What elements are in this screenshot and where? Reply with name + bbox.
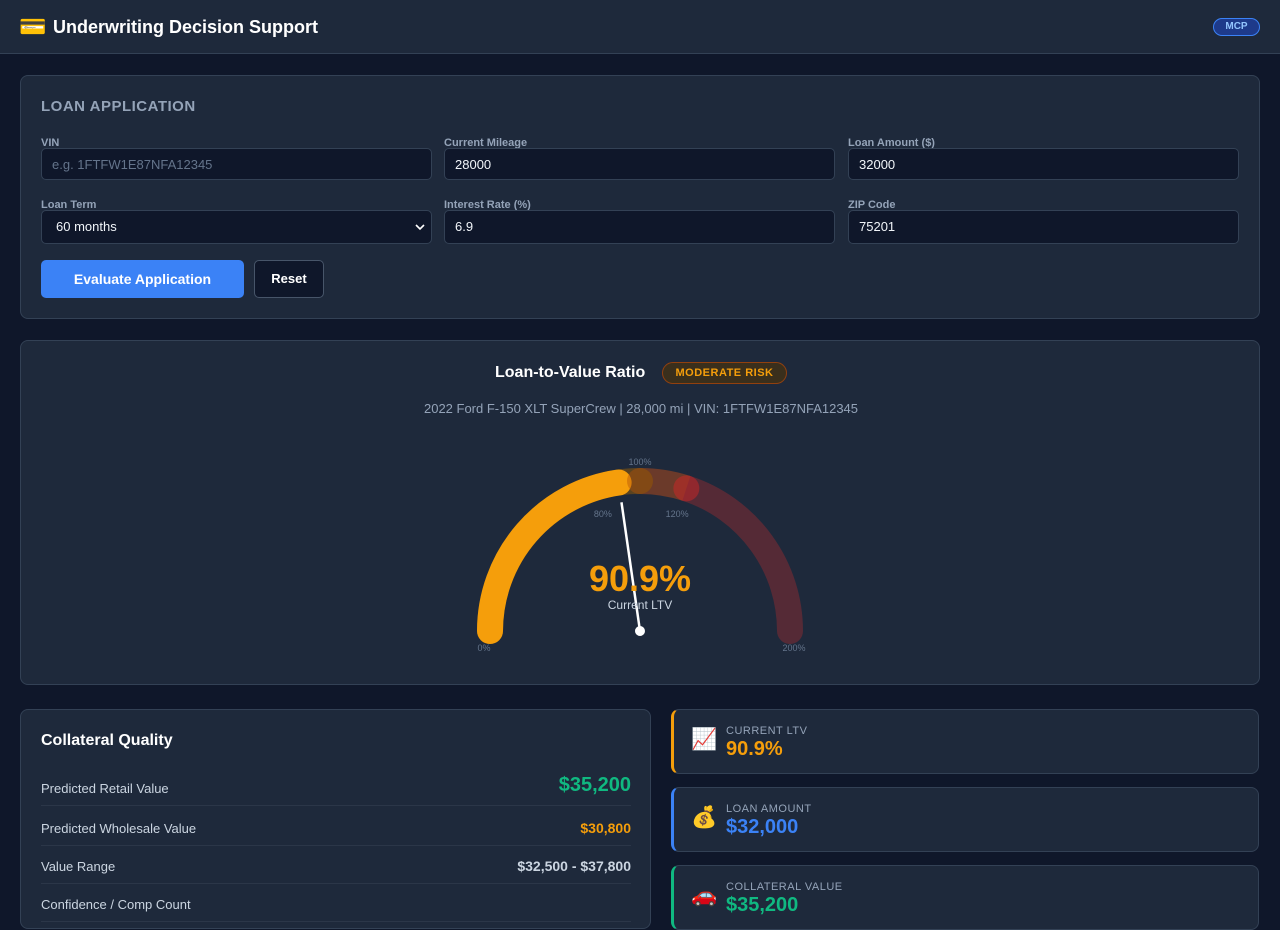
evaluate-button[interactable]: Evaluate Application	[41, 260, 244, 298]
metric-icon: 💰	[691, 806, 718, 829]
text-input[interactable]: e.g. 1FTFW1E87NFA12345	[41, 148, 432, 180]
collateral-card: Collateral Quality Predicted Retail Valu…	[20, 709, 651, 929]
row-label: Value Range	[41, 859, 116, 874]
metric-icon: 🚗	[691, 884, 718, 907]
card-title: LOAN APPLICATION	[41, 98, 196, 115]
metric-value: 90.9%	[726, 738, 783, 760]
tick-label: 200%	[782, 643, 805, 653]
text-input[interactable]: 28000	[444, 148, 835, 180]
collateral-row: Confidence / Comp Count	[41, 884, 631, 922]
row-label: Predicted Retail Value	[41, 781, 169, 796]
risk-badge: MODERATE RISK	[662, 362, 787, 384]
row-value: $35,200	[558, 774, 631, 796]
metric-card: 💰 LOAN AMOUNT $32,000	[671, 787, 1259, 852]
text-input[interactable]: 75201	[848, 210, 1239, 244]
select[interactable]: 60 months	[41, 210, 432, 244]
card-title: Collateral Quality	[41, 732, 173, 749]
text-input[interactable]: 32000	[848, 148, 1239, 180]
header-icon: 💳	[19, 14, 47, 39]
gauge-caption: Current LTV	[608, 598, 672, 612]
row-label: Confidence / Comp Count	[41, 897, 191, 912]
field-label: Loan Amount ($)	[848, 137, 935, 149]
threshold-marker	[673, 475, 700, 502]
ltv-gauge: 0% 80% 100% 120% 200% 90.9%Current LTV	[477, 457, 806, 653]
row-value: $30,800	[580, 820, 631, 836]
tick-label: 0%	[477, 643, 490, 653]
metric-value: $35,200	[726, 894, 799, 916]
track-zone	[673, 475, 803, 644]
gauge-title: Loan-to-Value Ratio	[495, 364, 646, 381]
tick-label: 120%	[666, 509, 689, 519]
metric-value: $32,000	[726, 816, 799, 838]
metric-card: 📈 CURRENT LTV 90.9%	[671, 709, 1259, 774]
collateral-row: Value Range $32,500 - $37,800	[41, 846, 631, 884]
metric-icon: 📈	[691, 728, 718, 751]
mcp-badge[interactable]: MCP	[1213, 18, 1260, 36]
metric-label: LOAN AMOUNT	[726, 803, 812, 815]
tick-label: 80%	[594, 509, 612, 519]
needle	[620, 502, 642, 632]
field-label: Interest Rate (%)	[444, 199, 531, 211]
metric-label: COLLATERAL VALUE	[726, 881, 843, 893]
text-input[interactable]: 6.9	[444, 210, 835, 244]
application-card: LOAN APPLICATION Evaluate Application Re…	[20, 75, 1260, 319]
header-title: Underwriting Decision Support	[53, 17, 319, 37]
header: 💳 Underwriting Decision Support MCP	[0, 0, 1280, 54]
threshold-marker	[627, 468, 653, 494]
metric-label: CURRENT LTV	[726, 725, 808, 737]
row-label: Predicted Wholesale Value	[41, 821, 197, 836]
gauge-subtitle: 2022 Ford F-150 XLT SuperCrew | 28,000 m…	[423, 401, 859, 416]
collateral-row: Predicted Wholesale Value $30,800	[41, 808, 631, 846]
field-label: Current Mileage	[444, 137, 528, 149]
chevron	[415, 224, 425, 231]
row-value: $32,500 - $37,800	[517, 858, 631, 874]
field-label: VIN	[41, 137, 60, 149]
value-arc	[477, 469, 632, 644]
field-label: Loan Term	[41, 199, 97, 211]
gauge-value: 90.9%	[589, 558, 691, 599]
field-label: ZIP Code	[848, 199, 896, 211]
collateral-row: Predicted Retail Value $35,200	[41, 768, 631, 806]
tick-label: 100%	[628, 457, 651, 467]
metric-card: 🚗 COLLATERAL VALUE $35,200	[671, 865, 1259, 930]
reset-button[interactable]: Reset	[254, 260, 324, 298]
needle-hub	[635, 626, 645, 636]
